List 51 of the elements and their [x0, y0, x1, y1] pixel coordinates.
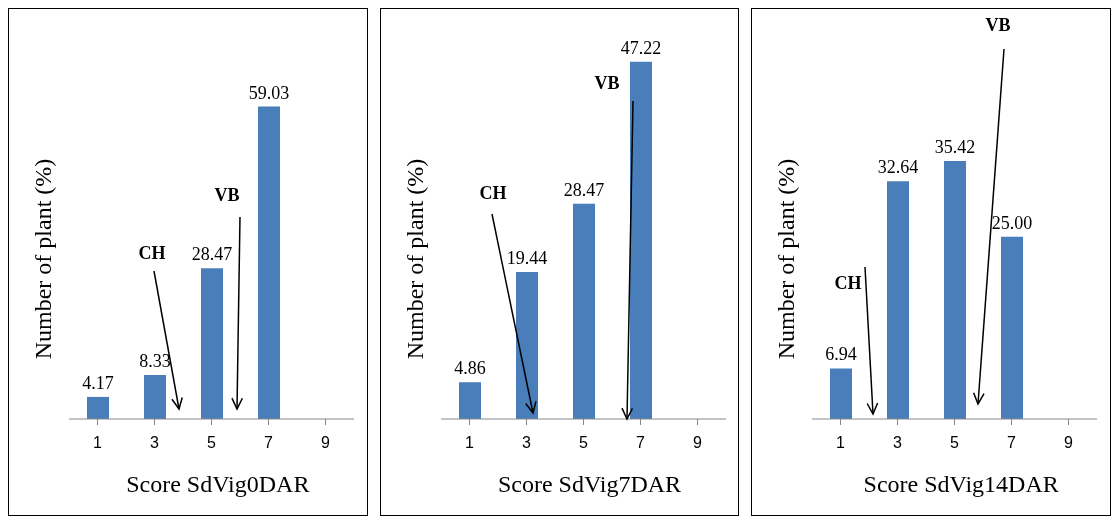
bar [144, 374, 166, 419]
bar [1001, 236, 1024, 419]
data-label: 59.03 [248, 82, 290, 103]
annotation: VB [214, 185, 240, 205]
bar [887, 181, 910, 419]
bar [201, 268, 223, 419]
x-tick-label: 3 [893, 434, 903, 452]
x-axis-title: Score SdVig0DAR [125, 471, 311, 498]
x-tick-label: 1 [836, 434, 846, 452]
annotation: VB [594, 73, 620, 93]
bar [515, 271, 538, 419]
annotation: CH [138, 243, 166, 263]
x-tick-label: 3 [150, 434, 160, 452]
x-tick-label: 9 [321, 434, 331, 452]
bar [944, 160, 967, 419]
bar [458, 382, 481, 419]
data-label: 28.47 [191, 244, 233, 265]
x-tick-label: 5 [207, 434, 217, 452]
x-tick-label: 7 [635, 434, 645, 452]
x-tick-label: 3 [521, 434, 531, 452]
x-axis-title: Score SdVig7DAR [496, 471, 683, 498]
data-label: 47.22 [620, 37, 661, 58]
data-label: 6.94 [825, 344, 858, 365]
data-label: 28.47 [563, 179, 604, 200]
data-label: 25.00 [992, 212, 1033, 233]
bar [258, 106, 280, 419]
x-tick-label: 1 [93, 434, 103, 452]
bar [629, 61, 652, 419]
y-axis-title: Number of plant (%) [401, 158, 429, 360]
x-tick-label: 5 [950, 434, 960, 452]
bar [572, 203, 595, 419]
x-tick-label: 7 [264, 434, 274, 452]
bar [87, 396, 109, 419]
x-tick-label: 1 [464, 434, 474, 452]
x-tick-label: 7 [1007, 434, 1017, 452]
data-label: 35.42 [935, 136, 976, 157]
bar [830, 368, 853, 419]
annotation: CH [479, 183, 507, 203]
data-label: 19.44 [506, 247, 547, 268]
x-tick-label: 5 [578, 434, 588, 452]
x-tick-label: 9 [692, 434, 702, 452]
data-label: 8.33 [139, 350, 171, 371]
text: VB [985, 15, 1011, 35]
annotation: CH [834, 273, 862, 293]
data-label: 4.17 [82, 372, 114, 393]
data-label: 32.64 [878, 157, 919, 178]
y-axis-title: Number of plant (%) [29, 158, 57, 360]
data-label: 4.86 [453, 358, 486, 379]
x-axis-title: Score SdVig14DAR [862, 471, 1060, 498]
x-tick-label: 9 [1064, 434, 1074, 452]
y-axis-title: Number of plant (%) [772, 158, 800, 360]
